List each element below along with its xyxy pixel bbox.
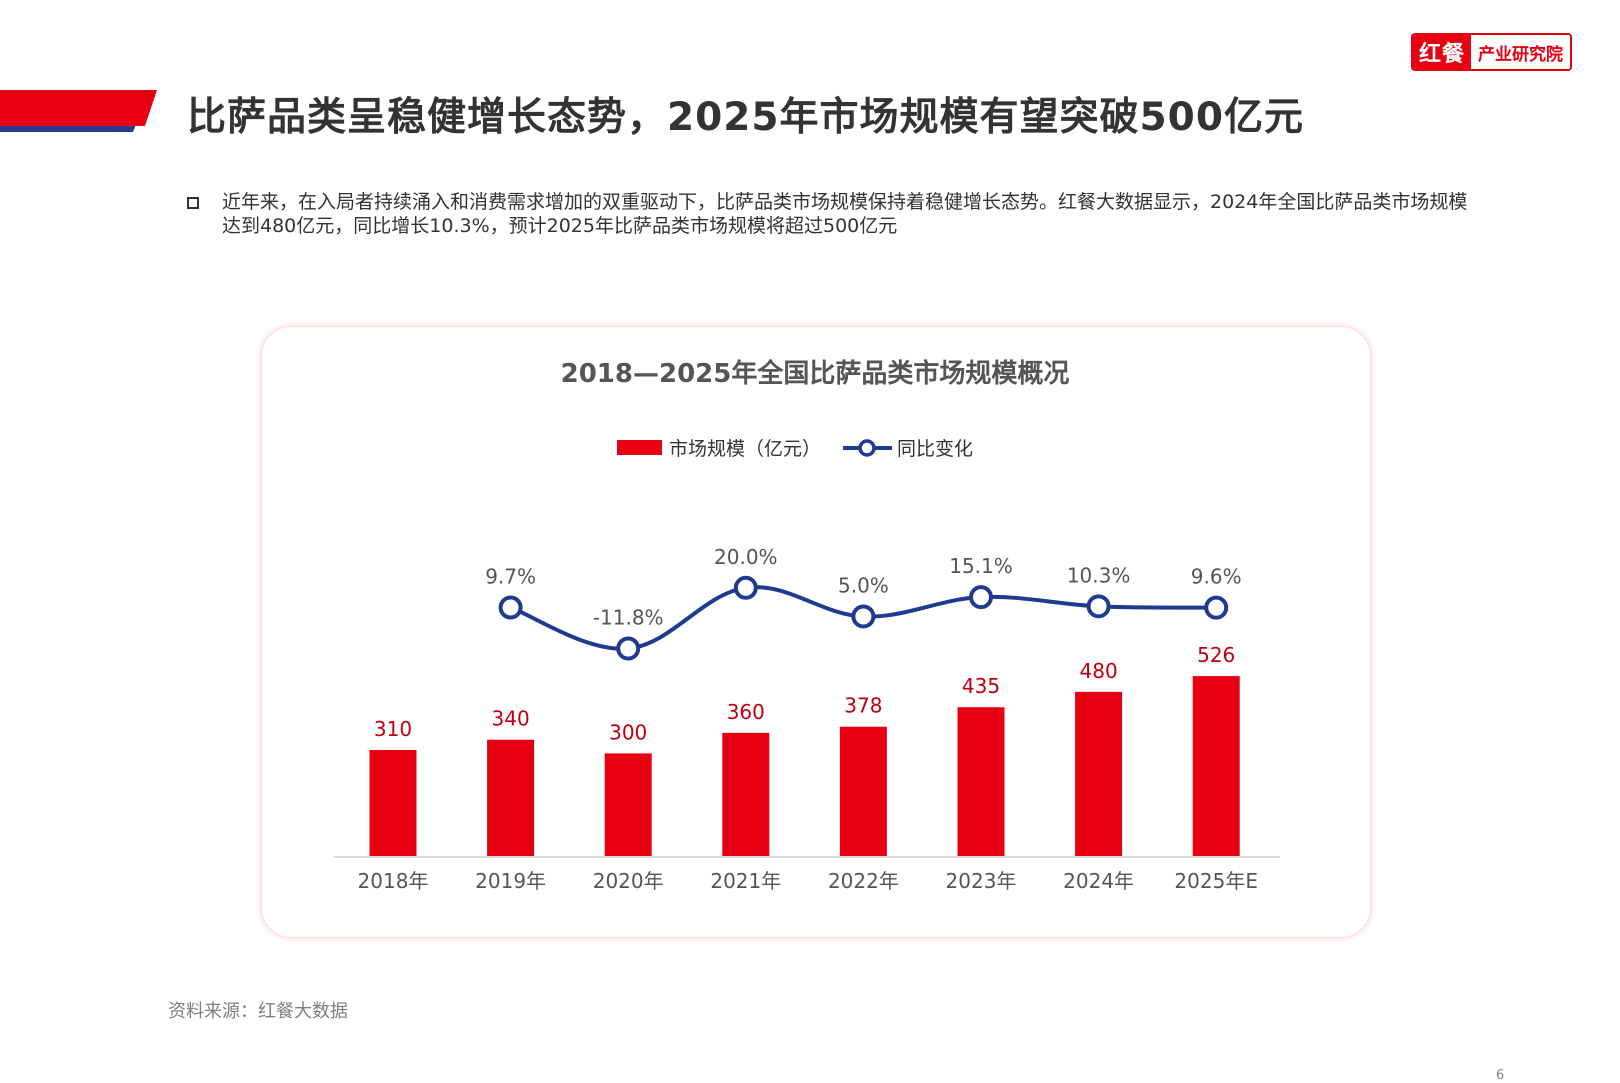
brand-logo: 红餐 产业研究院 <box>1411 33 1572 71</box>
x-tick-label-4: 2022年 <box>828 869 899 893</box>
source-note: 资料来源：红餐大数据 <box>168 1001 348 1022</box>
bar-5 <box>957 707 1005 856</box>
yoy-value-label-2: -11.8% <box>593 606 664 630</box>
logo-brand-text: 红餐 <box>1413 35 1471 69</box>
yoy-labels-group: 9.7% -11.8% 20.0% 5.0% 15.1% 10.3% 9.6% <box>485 545 1241 630</box>
bar-value-label-6: 480 <box>1080 659 1118 683</box>
yoy-point-5 <box>969 585 993 610</box>
x-tick-label-6: 2024年 <box>1063 869 1134 893</box>
yoy-value-label-4: 5.0% <box>838 573 889 597</box>
bar-value-label-3: 360 <box>727 700 765 724</box>
bar-value-label-7: 526 <box>1197 643 1235 667</box>
legend-line-label: 同比变化 <box>897 438 973 460</box>
intro-paragraph: 近年来，在入局者持续涌入和消费需求增加的双重驱动下，比萨品类市场规模保持着稳健增… <box>222 191 1468 237</box>
yoy-value-label-6: 10.3% <box>1067 563 1131 587</box>
bar-value-label-1: 340 <box>492 707 530 731</box>
bar-7 <box>1192 676 1240 856</box>
legend-bar-label: 市场规模（亿元） <box>669 438 821 460</box>
bar-value-label-5: 435 <box>962 674 1000 698</box>
x-tick-label-3: 2021年 <box>710 869 781 893</box>
x-tick-label-1: 2019年 <box>475 869 546 893</box>
legend-bar-swatch <box>617 440 662 455</box>
yoy-point-1 <box>498 595 523 620</box>
chart-title: 2018—2025年全国比萨品类市场规模概况 <box>561 358 1070 389</box>
yoy-point-7 <box>1204 595 1229 620</box>
yoy-value-label-7: 9.6% <box>1191 565 1242 589</box>
x-tick-label-7: 2025年E <box>1174 869 1258 893</box>
bar-4 <box>839 726 887 856</box>
title-accent-bar <box>0 90 157 132</box>
bar-3 <box>722 732 770 856</box>
yoy-point-4 <box>851 604 876 629</box>
yoy-points-group <box>498 575 1229 661</box>
yoy-value-label-5: 15.1% <box>949 554 1013 578</box>
bar-2 <box>604 753 652 856</box>
logo-sub-text: 产业研究院 <box>1471 35 1570 69</box>
bar-1 <box>487 739 535 856</box>
legend-line-marker <box>858 439 876 457</box>
yoy-value-label-3: 20.0% <box>714 545 778 569</box>
x-tick-label-2: 2020年 <box>593 869 664 893</box>
x-tick-label-5: 2023年 <box>946 869 1017 893</box>
chart-card <box>261 326 1371 938</box>
bar-labels-group: 310 340 300 360 378 435 480 526 <box>374 643 1235 744</box>
bar-value-label-0: 310 <box>374 717 412 741</box>
yoy-point-3 <box>733 575 758 600</box>
x-tick-label-0: 2018年 <box>358 869 429 893</box>
yoy-point-6 <box>1086 594 1111 619</box>
bar-value-label-2: 300 <box>609 720 647 744</box>
chart-legend: 市场规模（亿元） 同比变化 <box>617 438 973 460</box>
bar-value-label-4: 378 <box>844 694 882 718</box>
bars-group <box>369 676 1240 856</box>
page-title: 比萨品类呈稳健增长态势，2025年市场规模有望突破500亿元 <box>187 95 1304 140</box>
x-tick-labels: 2018年 2019年 2020年 2021年 2022年 2023年 2024年 2025年… <box>358 869 1258 893</box>
bar-0 <box>369 749 417 856</box>
page-number: 6 <box>1496 1068 1505 1083</box>
yoy-point-2 <box>616 636 641 661</box>
bar-6 <box>1075 691 1123 856</box>
yoy-value-label-1: 9.7% <box>485 564 536 588</box>
bullet-square-icon <box>187 197 199 209</box>
